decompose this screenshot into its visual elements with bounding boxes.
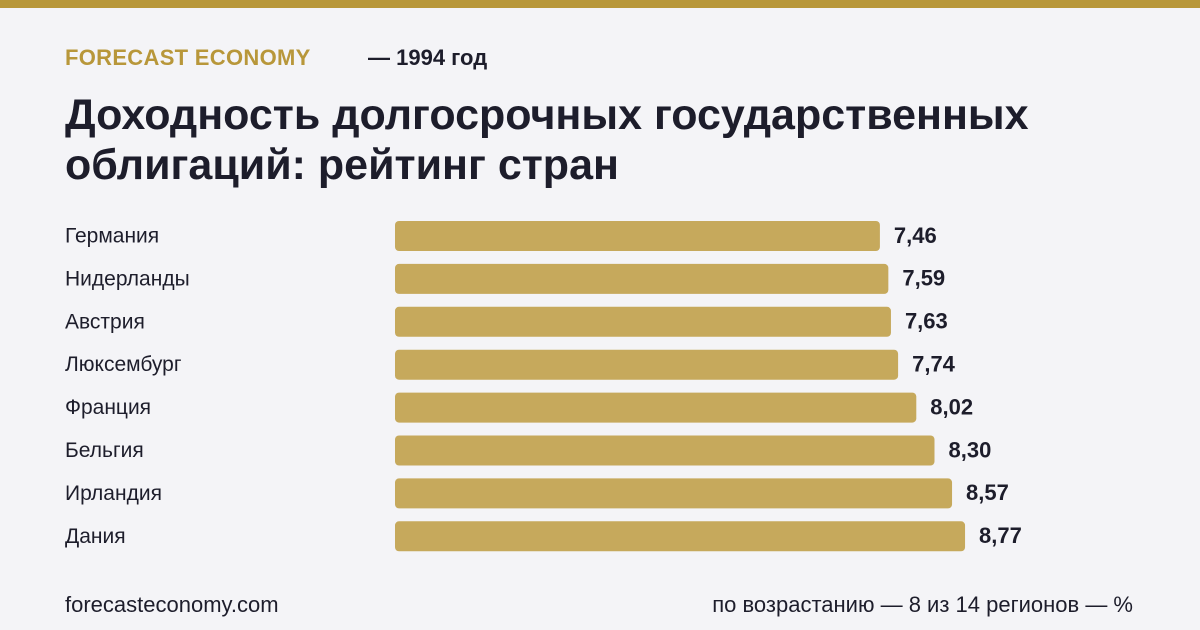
brand: FORECAST ECONOMY bbox=[65, 45, 311, 70]
value-label: 7,46 bbox=[894, 223, 937, 248]
category-label: Австрия bbox=[65, 310, 145, 333]
category-label: Дания bbox=[65, 525, 126, 548]
bar bbox=[395, 435, 935, 466]
bar bbox=[395, 306, 891, 337]
bar bbox=[395, 263, 889, 294]
value-label: 8,57 bbox=[966, 480, 1009, 505]
bar bbox=[395, 349, 899, 380]
category-label: Франция bbox=[65, 396, 151, 419]
category-label: Нидерланды bbox=[65, 267, 190, 290]
subtitle: — 1994 год bbox=[368, 45, 488, 70]
bar bbox=[395, 392, 917, 423]
site-link: forecasteconomy.com bbox=[65, 592, 279, 617]
value-label: 7,63 bbox=[905, 309, 948, 334]
chart-title: Доходность долгосрочных государственных … bbox=[65, 91, 1029, 189]
bar bbox=[395, 521, 966, 552]
top-stripe bbox=[0, 0, 1200, 8]
value-label: 8,02 bbox=[930, 394, 973, 419]
value-label: 8,30 bbox=[949, 437, 992, 462]
bar bbox=[395, 478, 953, 509]
category-label: Германия bbox=[65, 225, 159, 248]
bar bbox=[395, 221, 880, 251]
value-label: 8,77 bbox=[979, 523, 1022, 548]
category-label: Бельгия bbox=[65, 439, 144, 462]
footer-note: по возрастанию — 8 из 14 регионов — % bbox=[712, 592, 1133, 617]
value-label: 7,59 bbox=[902, 266, 945, 291]
category-label: Ирландия bbox=[65, 482, 162, 505]
value-label: 7,74 bbox=[912, 352, 956, 377]
category-label: Люксембург bbox=[65, 353, 182, 376]
